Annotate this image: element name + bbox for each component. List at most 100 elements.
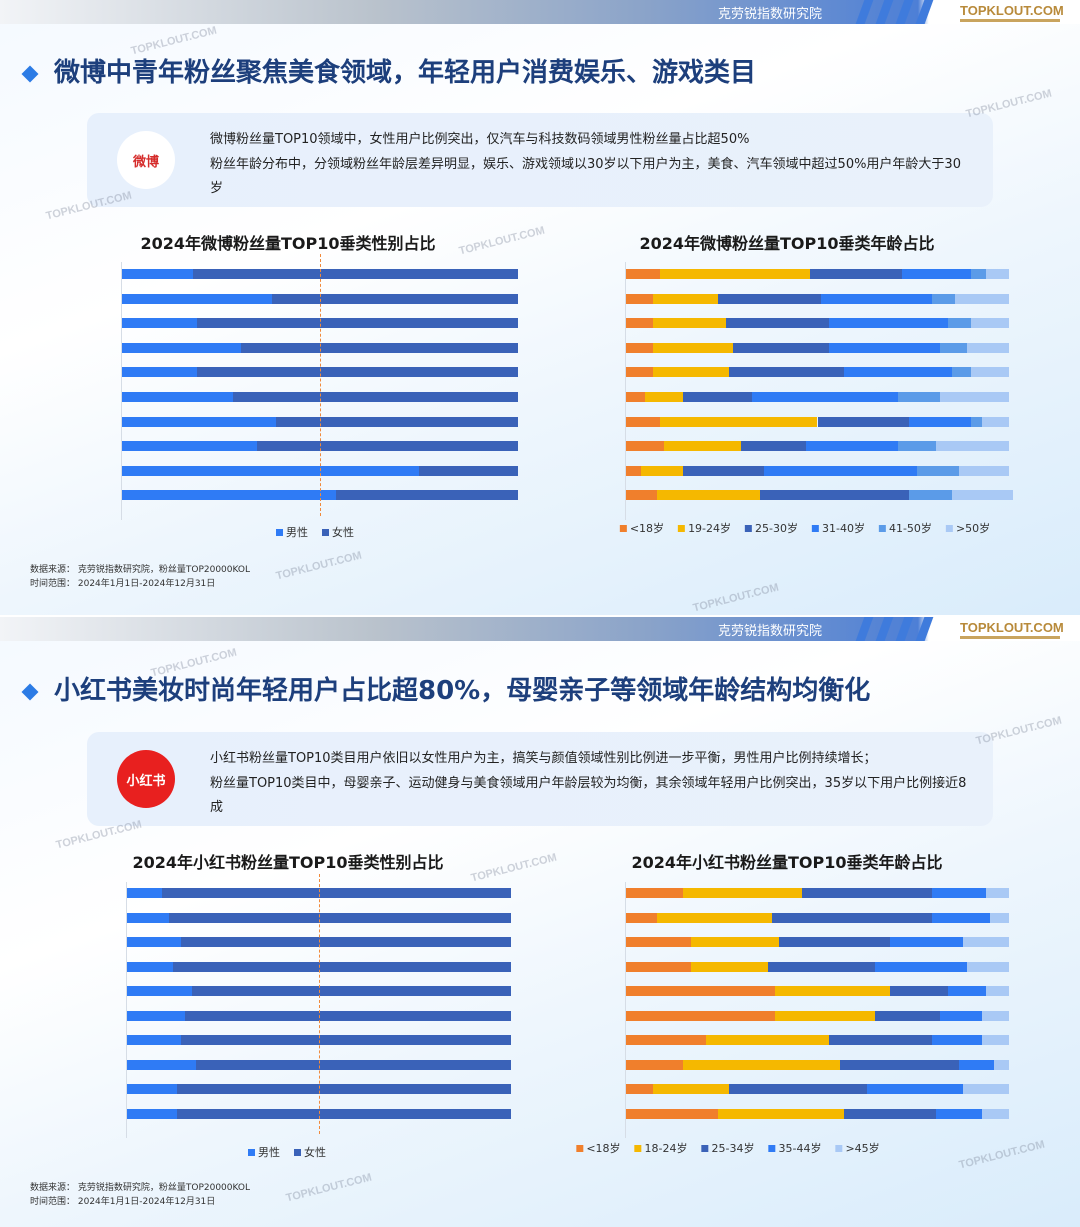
legend-label: 男性	[286, 526, 308, 539]
bar-segment	[645, 392, 684, 402]
bar-segment	[986, 986, 1009, 996]
bar-segment	[127, 986, 193, 996]
bar-segment	[173, 961, 511, 972]
bar-segment	[161, 888, 511, 898]
bar-segment	[932, 293, 956, 304]
bar-segment	[176, 1084, 511, 1094]
bar-segment	[122, 293, 273, 304]
bar-segment	[717, 1108, 845, 1119]
bar-segment	[936, 1108, 983, 1119]
legend-swatch	[294, 1149, 301, 1156]
weibo-logo: 微博	[117, 131, 175, 189]
bar-segment	[641, 465, 684, 476]
bar-segment	[725, 318, 829, 329]
legend-label: >50岁	[955, 522, 991, 535]
bar-segment	[180, 937, 511, 947]
chart-title: 2024年微博粉丝量TOP10垂类性别占比	[140, 234, 436, 253]
summary-line: 粉丝年龄分布中，分领域粉丝年龄层差异明显，娱乐、游戏领域以30岁以下用户为主，美…	[210, 156, 961, 197]
bar-segment	[802, 888, 933, 898]
bar-segment	[963, 1084, 1009, 1094]
bar-segment	[197, 367, 518, 378]
diamond-icon	[21, 683, 39, 700]
legend-item: 31-40岁	[812, 520, 865, 536]
bar-segment	[989, 912, 1009, 923]
bar-segment	[779, 937, 891, 947]
bar-segment	[691, 961, 768, 972]
xiaohongshu-slide: 克劳锐指数研究院 TOPKLOUT.COM 小红书美妆时尚年轻用户占比超80%，…	[0, 615, 1080, 1227]
legend-label: <18岁	[629, 522, 665, 535]
legend-item: 女性	[294, 1144, 326, 1160]
legend: 男性 女性	[276, 524, 354, 540]
legend-item: 25-30岁	[745, 520, 798, 536]
bar-segment	[626, 367, 653, 378]
bar-segment	[626, 937, 692, 947]
bar-segment	[664, 441, 741, 452]
bar-segment	[127, 1010, 185, 1021]
bar-segment	[966, 961, 1009, 972]
reference-line-50	[319, 874, 320, 1134]
bar-segment	[683, 465, 764, 476]
bar-segment	[767, 961, 875, 972]
bar-segment	[232, 392, 518, 402]
bar-segment	[626, 986, 776, 996]
bar-segment	[196, 1059, 511, 1070]
bar-segment	[176, 1108, 511, 1119]
bar-segment	[626, 392, 646, 402]
legend-item: 25-34岁	[701, 1140, 754, 1156]
bar-segment	[276, 416, 518, 427]
bar-segment	[122, 318, 198, 329]
legend: <18岁 19-24岁 25-30岁 31-40岁 41-50岁 >50岁	[619, 520, 991, 536]
bar-segment	[122, 342, 241, 353]
legend-swatch	[812, 525, 819, 532]
topklout-logo: TOPKLOUT.COM	[960, 3, 1064, 22]
bar-segment	[763, 465, 918, 476]
bar-segment	[626, 1010, 776, 1021]
bar-segment	[897, 441, 937, 452]
bar-segment	[940, 392, 1009, 402]
watermark: TOPKLOUT.COM	[457, 224, 546, 258]
legend-item: 19-24岁	[678, 520, 731, 536]
xiaohongshu-logo: 小红书	[117, 750, 175, 808]
bar-segment	[936, 441, 1009, 452]
data-source: 数据来源： 克劳锐指数研究院，粉丝量TOP20000KOL 时间范围： 2024年…	[30, 565, 251, 589]
bar-segment	[809, 269, 902, 279]
bar-segment	[626, 1108, 718, 1119]
bar-segment	[652, 342, 734, 353]
y-axis-line	[625, 882, 626, 1138]
bar-segment	[626, 465, 642, 476]
bar-segment	[806, 441, 898, 452]
bar-segment	[256, 441, 518, 452]
bar-segment	[626, 416, 661, 427]
bar-segment	[986, 269, 1009, 279]
bar-segment	[169, 912, 511, 923]
legend-label: <18岁	[586, 1142, 621, 1155]
bar-segment	[652, 1084, 730, 1094]
bar-segment	[844, 1108, 937, 1119]
bar-segment	[656, 490, 761, 501]
legend-label: 35-44岁	[778, 1142, 822, 1155]
legend-swatch	[276, 529, 283, 536]
bar-segment	[197, 318, 518, 329]
bar-segment	[982, 1010, 1009, 1021]
bar-segment	[626, 961, 692, 972]
data-source: 数据来源： 克劳锐指数研究院，粉丝量TOP20000KOL 时间范围： 2024年…	[30, 1183, 251, 1207]
bar-segment	[626, 269, 661, 279]
bar-segment	[951, 367, 971, 378]
bar-segment	[760, 490, 910, 501]
stripes-decoration	[850, 617, 940, 641]
bar-segment	[932, 888, 986, 898]
bar-segment	[828, 318, 948, 329]
bar-segment	[660, 269, 810, 279]
bar-segment	[127, 937, 181, 947]
bar-segment	[970, 318, 1009, 329]
bar-segment	[970, 269, 986, 279]
bar-segment	[127, 961, 174, 972]
bar-segment	[127, 1108, 177, 1119]
bar-segment	[626, 1084, 653, 1094]
summary-line: 粉丝量TOP10类目中，母婴亲子、运动健身与美食领域用户年龄层较为均衡，其余领域…	[210, 775, 967, 816]
bar-segment	[127, 912, 170, 923]
bar-segment	[940, 342, 967, 353]
bar-segment	[890, 937, 964, 947]
bar-segment	[656, 912, 772, 923]
bar-segment	[932, 912, 990, 923]
